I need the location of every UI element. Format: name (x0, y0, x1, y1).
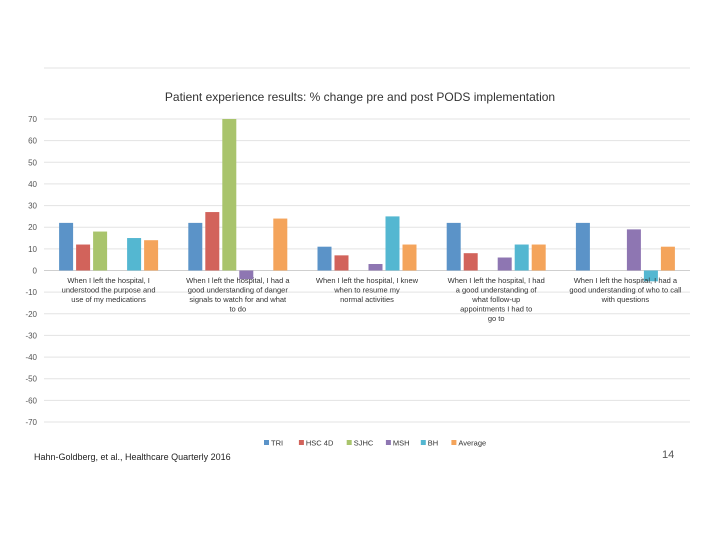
bar-bh-cat-5 (643, 270, 658, 282)
legend-label: Average (458, 439, 486, 448)
category-label: When I left the hospital, I had a good un… (569, 276, 681, 304)
y-tick-label: 40 (28, 180, 37, 189)
legend-label: BH (428, 439, 438, 448)
legend-label: SJHC (354, 439, 374, 448)
bar-sjhc-cat-2 (222, 119, 237, 271)
page-number: 14 (662, 449, 675, 461)
bar-average-cat-3 (402, 244, 417, 271)
y-tick-label: -70 (25, 418, 37, 427)
bar-hsc-4d-cat-3 (334, 255, 349, 271)
bar-hsc-4d-cat-2 (205, 212, 220, 271)
y-tick-label: -50 (25, 375, 37, 384)
y-tick-label: -30 (25, 331, 37, 340)
bar-msh-cat-2 (239, 270, 254, 280)
legend-swatch (420, 440, 426, 445)
y-tick-label: -20 (25, 310, 37, 319)
bar-average-cat-1 (144, 240, 159, 271)
bar-average-cat-4 (531, 244, 546, 271)
bar-bh-cat-1 (127, 238, 142, 271)
category-label: When I left the hospital, I had a good un… (448, 276, 545, 323)
bar-bh-cat-4 (514, 244, 529, 271)
category-label: When I left the hospital, I knew when to … (316, 276, 419, 304)
legend-swatch (385, 440, 391, 445)
y-tick-label: 70 (28, 115, 37, 124)
bar-tri-cat-4 (446, 222, 461, 271)
bar-bh-cat-3 (385, 216, 400, 271)
bar-msh-cat-4 (497, 257, 512, 271)
y-tick-label: 10 (28, 245, 37, 254)
legend-label: TRI (271, 439, 283, 448)
bar-tri-cat-2 (188, 222, 203, 271)
legend-label: HSC 4D (306, 439, 334, 448)
legend-swatch (264, 440, 269, 445)
bar-average-cat-2 (273, 218, 288, 271)
y-tick-label: 30 (28, 202, 37, 211)
bar-average-cat-5 (660, 246, 675, 271)
y-tick-label: -40 (25, 353, 37, 362)
bar-hsc-4d-cat-4 (463, 253, 478, 271)
y-tick-label: 60 (28, 137, 37, 146)
y-tick-label: 20 (28, 223, 37, 232)
chart-legend: TRI HSC 4D SJHC MSH BH Average (264, 439, 486, 448)
y-tick-label: 0 (33, 267, 38, 276)
y-tick-label: -10 (25, 288, 37, 297)
category-label: When I left the hospital, I had a good un… (186, 276, 290, 314)
legend-label: MSH (393, 439, 410, 448)
bar-hsc-4d-cat-1 (76, 244, 91, 271)
bar-tri-cat-3 (317, 246, 332, 271)
bar-msh-cat-3 (368, 264, 383, 271)
bar-msh-cat-5 (626, 229, 641, 271)
y-tick-label: -60 (25, 396, 37, 405)
bar-tri-cat-5 (575, 222, 590, 271)
legend-swatch (346, 440, 352, 445)
bar-tri-cat-1 (59, 222, 74, 271)
bar-sjhc-cat-1 (93, 231, 108, 271)
y-tick-label: 50 (28, 158, 37, 167)
legend-swatch (298, 440, 304, 445)
legend-swatch (451, 440, 457, 445)
chart-title: Patient experience results: % change pre… (165, 90, 555, 104)
citation: Hahn-Goldberg, et al., Healthcare Quarte… (34, 452, 231, 462)
